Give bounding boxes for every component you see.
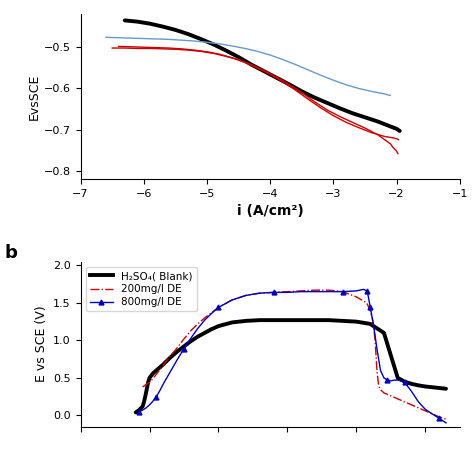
- Y-axis label: EvsSCE: EvsSCE: [28, 73, 41, 120]
- X-axis label: i (A/cm²): i (A/cm²): [237, 204, 303, 219]
- Text: b: b: [5, 245, 18, 262]
- Legend: H₂SO₄( Blank), 200mg/l DE, 800mg/l DE: H₂SO₄( Blank), 200mg/l DE, 800mg/l DE: [86, 267, 197, 311]
- Y-axis label: E vs SCE (V): E vs SCE (V): [35, 306, 47, 383]
